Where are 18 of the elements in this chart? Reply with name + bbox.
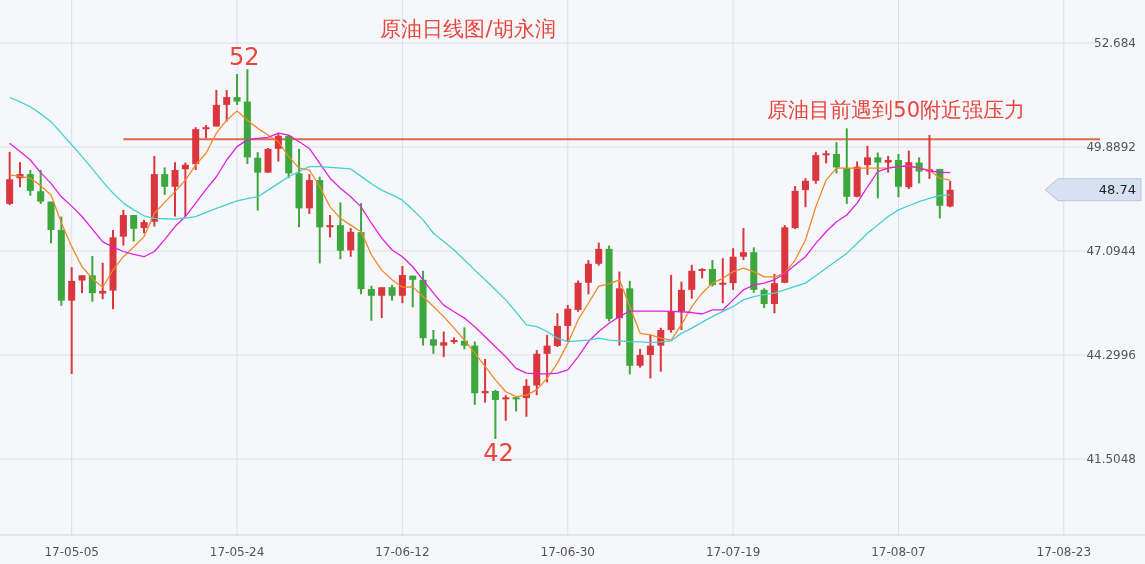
x-tick-label: 17-06-12 [375, 545, 430, 559]
x-tick-label: 17-05-05 [44, 545, 99, 559]
ref-line-label: 原油目前遇到50附近强压力 [767, 98, 1025, 123]
y-tick-label: 41.5048 [1086, 451, 1136, 466]
annotation: 42 [483, 439, 514, 468]
x-tick-label: 17-07-19 [705, 545, 761, 559]
line-series [9, 132, 951, 375]
y-tick-label: 49.8892 [1086, 139, 1136, 154]
text: 原油日线图/胡永润 [380, 17, 556, 41]
x-tick-label: 17-06-30 [540, 545, 595, 559]
annotation: 48.74 [1098, 182, 1136, 198]
x-tick-label: 17-08-07 [871, 545, 926, 559]
annotation: 52 [229, 43, 260, 72]
y-tick-label: 44.2996 [1086, 347, 1136, 362]
y-tick-label: 52.684 [1094, 36, 1136, 51]
x-tick-label: 17-05-24 [209, 545, 265, 559]
y-tick-label: 47.0944 [1086, 243, 1136, 258]
x-tick-label: 17-08-23 [1036, 545, 1092, 559]
